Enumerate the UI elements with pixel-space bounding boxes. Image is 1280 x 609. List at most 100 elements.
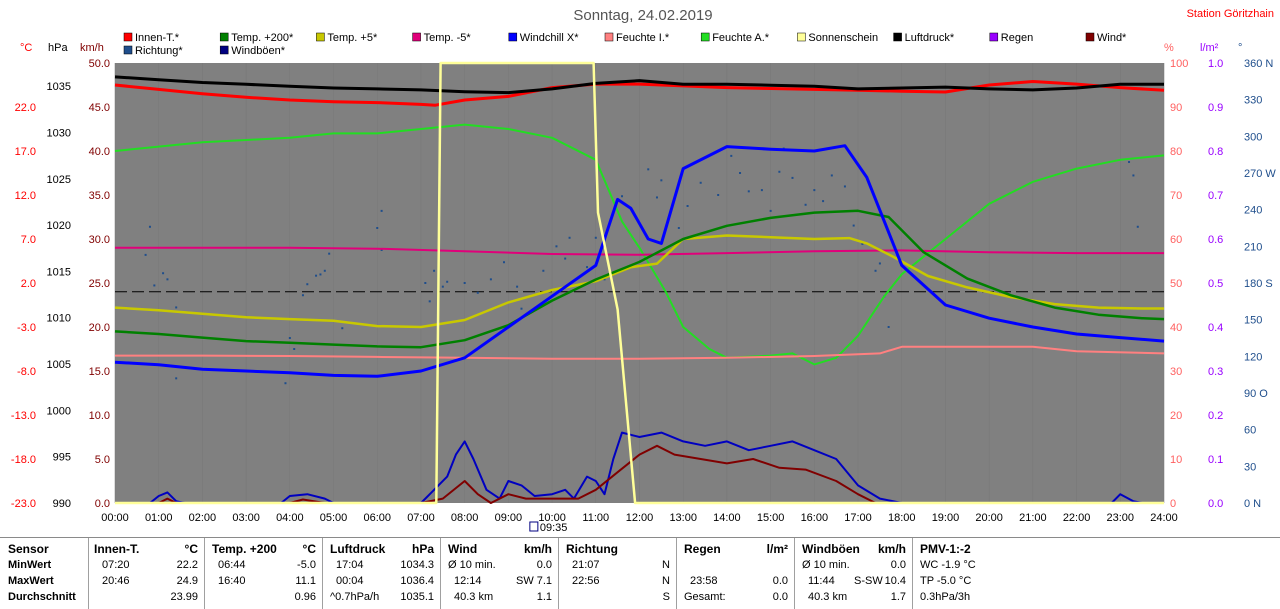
- legend-label: Windchill X*: [520, 32, 579, 44]
- boeen-unit: km/h: [877, 542, 906, 556]
- tick-label-kmh: 30.0: [89, 234, 110, 246]
- tick-label-direction: 210: [1244, 241, 1262, 253]
- direction-point: [463, 282, 466, 284]
- unit-lm2: l/m²: [1200, 42, 1219, 54]
- tick-label-percent: 50: [1170, 278, 1182, 290]
- tick-label-percent: 70: [1170, 190, 1182, 202]
- legend-swatch: [989, 32, 999, 42]
- tick-label-lm2: 0.0: [1208, 498, 1223, 510]
- series-line-innen-t: [114, 80, 1165, 107]
- stats-row-labels: Sensor MinWert MaxWert Durchschnitt: [0, 538, 89, 609]
- direction-point: [293, 348, 296, 350]
- statistics-panel: Sensor MinWert MaxWert Durchschnitt Inne…: [0, 537, 1280, 609]
- tick-label-kmh: 45.0: [89, 102, 110, 114]
- legend-swatch: [123, 32, 133, 42]
- legend-swatch: [797, 32, 806, 42]
- tick-label-time: 10:00: [538, 512, 566, 524]
- tick-label-celsius: -13.0: [11, 410, 36, 422]
- tick-label-time: 01:00: [145, 512, 173, 524]
- series-line-temp-5: [114, 234, 1164, 329]
- tick-label-time: 17:00: [844, 512, 872, 524]
- wind-unit: km/h: [523, 542, 552, 556]
- wind-title: Wind: [448, 542, 478, 556]
- richtung-avg: S: [662, 591, 670, 603]
- direction-point: [730, 154, 733, 157]
- grid-lines: [114, 63, 1165, 503]
- druck-max-val: 1036.4: [400, 575, 434, 587]
- tick-label-time: 18:00: [888, 512, 916, 524]
- direction-point: [424, 282, 427, 284]
- boeen-avg10-label: Ø 10 min.: [802, 559, 850, 571]
- tick-label-direction: 270 W: [1244, 168, 1276, 180]
- marker-time-label: 09:35: [540, 522, 568, 534]
- temp200-unit: °C: [302, 542, 316, 556]
- tick-label-kmh: 0.0: [95, 498, 110, 510]
- series-line-luftdruck: [114, 75, 1164, 95]
- temp200-title: Temp. +200: [212, 542, 277, 556]
- direction-point: [428, 300, 431, 303]
- tick-label-kmh: 10.0: [89, 410, 110, 422]
- tick-label-hpa: 1030: [47, 127, 71, 139]
- legend-label: Sonnenschein: [808, 32, 878, 44]
- direction-point: [162, 272, 165, 275]
- direction-point: [778, 170, 781, 173]
- direction-point: [621, 195, 624, 198]
- legend-swatch: [316, 32, 325, 42]
- richtung-min-time: 21:07: [572, 559, 600, 571]
- tick-label-direction: 90 O: [1244, 388, 1268, 400]
- legend-swatch: [219, 32, 229, 42]
- tick-label-hpa: 995: [53, 452, 71, 464]
- direction-point: [306, 283, 309, 286]
- richtung-max-time: 22:56: [572, 575, 600, 587]
- tick-label-lm2: 0.6: [1208, 234, 1223, 246]
- direction-point: [288, 337, 291, 339]
- direction-point: [861, 242, 864, 245]
- direction-point: [166, 278, 169, 281]
- tick-label-time: 11:00: [582, 512, 609, 524]
- direction-point: [153, 284, 156, 287]
- richtung-title: Richtung: [566, 542, 618, 556]
- legend-label: Innen-T.*: [135, 32, 180, 44]
- legend-swatch: [508, 32, 518, 42]
- direction-point: [323, 269, 326, 272]
- legend-label: Temp. +5*: [327, 32, 378, 44]
- direction-point: [760, 189, 763, 192]
- pmv-windchill: WC -1.9 °C: [920, 559, 976, 571]
- direction-point: [813, 189, 816, 192]
- direction-point: [647, 168, 650, 171]
- tick-label-hpa: 1000: [47, 405, 71, 417]
- tick-label-time: 02:00: [189, 512, 217, 524]
- tick-label-time: 03:00: [232, 512, 260, 524]
- tick-label-percent: 10: [1170, 454, 1182, 466]
- direction-point: [1128, 161, 1131, 163]
- tick-label-time: 13:00: [669, 512, 697, 524]
- direction-point: [769, 209, 772, 212]
- direction-point: [555, 245, 558, 248]
- druck-min-time: 17:04: [336, 559, 364, 571]
- boeen-distance: 40.3 km: [808, 591, 848, 603]
- direction-point: [887, 326, 890, 328]
- druck-trend: ^0.7hPa/h: [330, 591, 380, 603]
- tick-label-direction: 330: [1244, 95, 1262, 107]
- legend-label: Richtung*: [135, 45, 183, 57]
- tick-label-celsius: 22.0: [15, 102, 36, 114]
- wind-distance: 40.3 km: [454, 591, 494, 603]
- direction-point: [686, 205, 689, 207]
- tick-label-celsius: -3.0: [17, 322, 36, 334]
- pmv-dewpoint: TP -5.0 °C: [920, 575, 972, 587]
- series-line-feuchte-a: [114, 123, 1165, 366]
- innen-min-time: 07:20: [102, 559, 130, 571]
- tick-label-direction: 0 N: [1244, 498, 1261, 510]
- regen-unit: l/m²: [766, 542, 788, 556]
- druck-avg: 1035.1: [400, 591, 434, 603]
- regen-title: Regen: [684, 542, 721, 556]
- innen-unit: °C: [184, 542, 198, 556]
- temp200-max-val: 11.1: [295, 575, 316, 587]
- boeen-avg10-val: 0.0: [890, 559, 906, 571]
- direction-point: [476, 291, 479, 294]
- tick-label-time: 08:00: [451, 512, 479, 524]
- direction-point: [586, 266, 589, 269]
- axis-labels: 22.0 17.0 12.0 7.0 2.0 -3.0 -8.0 -13.0 -18.0 -23.…: [11, 58, 1276, 524]
- direction-point: [791, 176, 794, 179]
- chart-title: Sonntag, 24.02.2019: [573, 7, 712, 24]
